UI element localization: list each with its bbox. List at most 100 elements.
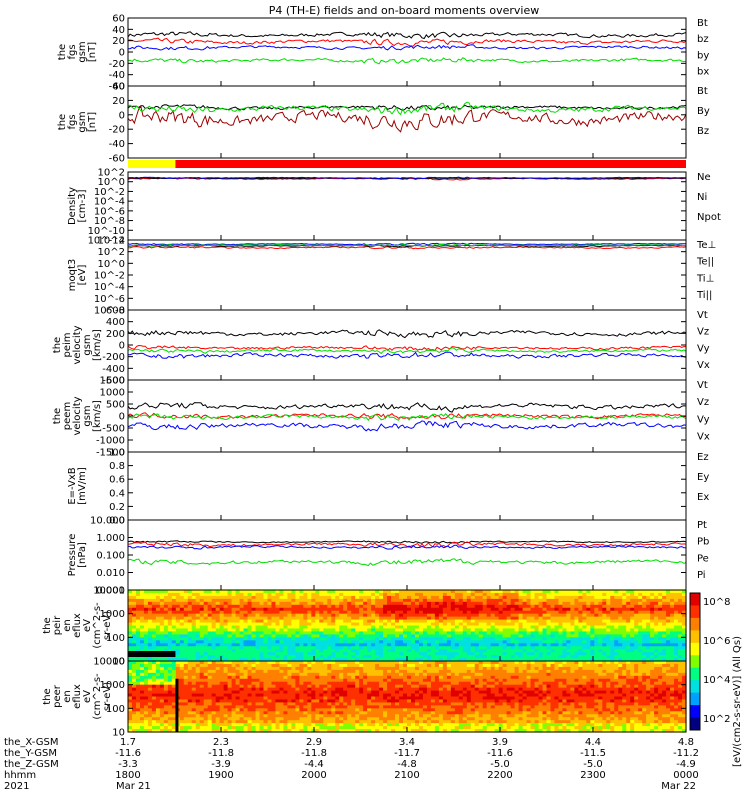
heatmap-cell [626, 631, 631, 635]
heatmap-cell [207, 634, 213, 638]
heatmap-cell [494, 598, 500, 603]
heatmap-cell [407, 649, 412, 653]
heatmap-cell [135, 705, 141, 709]
heatmap-cell [430, 646, 436, 650]
heatmap-cell [139, 613, 145, 618]
heatmap-cell [534, 640, 540, 644]
heatmap-cell [414, 652, 420, 656]
heatmap-cell [582, 601, 587, 606]
heatmap-cell [634, 595, 639, 600]
y-tick-label: 40 [112, 82, 125, 93]
heatmap-cell [614, 601, 619, 606]
heatmap-cell [319, 613, 324, 618]
heatmap-cell [195, 607, 201, 612]
heatmap-cell [363, 652, 368, 656]
heatmap-cell [682, 631, 687, 635]
heatmap-cell [654, 634, 659, 638]
heatmap-cell [191, 604, 197, 609]
heatmap-cell [235, 628, 241, 633]
heatmap-cell [128, 723, 133, 727]
heatmap-cell [147, 699, 153, 704]
heatmap-cell [147, 726, 153, 730]
heatmap-cell [347, 607, 352, 612]
heatmap-cell [195, 726, 201, 730]
chart-title: P4 (TH-E) fields and on-board moments ov… [269, 4, 540, 17]
heatmap-cell [263, 658, 269, 662]
heatmap-cell [271, 649, 277, 653]
heatmap-cell [291, 696, 296, 701]
y-tick-label: 10^-12 [88, 236, 125, 247]
heatmap-cell [219, 652, 225, 656]
heatmap-cell [379, 658, 384, 662]
heatmap-cell [131, 714, 137, 718]
heatmap-cell [247, 658, 253, 662]
heatmap-cell [466, 613, 472, 618]
heatmap-cell [407, 628, 412, 633]
heatmap-cell [574, 625, 579, 630]
heatmap-cell [259, 649, 265, 653]
heatmap-cell [546, 658, 552, 662]
heatmap-cell [542, 592, 548, 597]
heatmap-cell [578, 610, 583, 615]
heatmap-cell [574, 643, 579, 647]
heatmap-cell [458, 604, 464, 609]
heatmap-cell [179, 619, 185, 624]
heatmap-cell [490, 640, 496, 644]
heatmap-cell [163, 702, 169, 706]
y-tick-label: 40 [112, 25, 125, 36]
heatmap-cell [530, 610, 536, 615]
heatmap-cell [566, 628, 572, 633]
heatmap-cell [175, 658, 181, 662]
heatmap-cell [227, 702, 233, 706]
heatmap-cell [438, 613, 444, 618]
heatmap-cell [155, 592, 161, 597]
heatmap-cell [247, 693, 253, 698]
heatmap-cell [319, 604, 324, 609]
heatmap-cell [470, 619, 476, 624]
heatmap-cell [446, 628, 452, 633]
heatmap-cell [526, 622, 532, 627]
heatmap-cell [323, 663, 328, 668]
heatmap-cell [418, 628, 424, 633]
heatmap-cell [283, 595, 289, 600]
heatmap-cell [654, 658, 659, 662]
heatmap-cell [518, 595, 524, 600]
heatmap-cell [343, 634, 348, 638]
heatmap-cell [454, 604, 460, 609]
heatmap-cell [395, 649, 400, 653]
heatmap-cell [522, 613, 528, 618]
heatmap-cell [586, 631, 591, 635]
heatmap-cell [438, 610, 444, 615]
heatmap-cell [355, 640, 360, 644]
heatmap-cell [331, 705, 336, 709]
heatmap-cell [339, 631, 344, 635]
heatmap-cell [446, 643, 452, 647]
heatmap-cell [650, 592, 655, 597]
heatmap-cell [323, 672, 328, 677]
heatmap-cell [155, 634, 161, 638]
heatmap-cell [446, 655, 452, 659]
heatmap-cell [347, 658, 352, 662]
heatmap-cell [594, 598, 599, 603]
heatmap-cell [614, 652, 619, 656]
heatmap-cell [139, 646, 145, 650]
heatmap-cell [143, 696, 149, 701]
heatmap-cell [450, 604, 456, 609]
heatmap-cell [327, 729, 332, 733]
heatmap-cell [383, 625, 388, 630]
heatmap-cell [243, 723, 249, 727]
heatmap-cell [159, 607, 165, 612]
heatmap-cell [243, 592, 249, 597]
heatmap-cell [554, 592, 560, 597]
heatmap-cell [131, 678, 137, 683]
heatmap-cell [331, 598, 336, 603]
heatmap-cell [594, 604, 599, 609]
y-axis-label-line: gsm [82, 405, 93, 426]
heatmap-cell [191, 711, 197, 715]
heatmap-cell [331, 678, 336, 683]
heatmap-cell [128, 729, 133, 733]
heatmap-cell [179, 646, 185, 650]
heatmap-cell [522, 595, 528, 600]
heatmap-cell [399, 592, 404, 597]
heatmap-cell [299, 637, 304, 641]
